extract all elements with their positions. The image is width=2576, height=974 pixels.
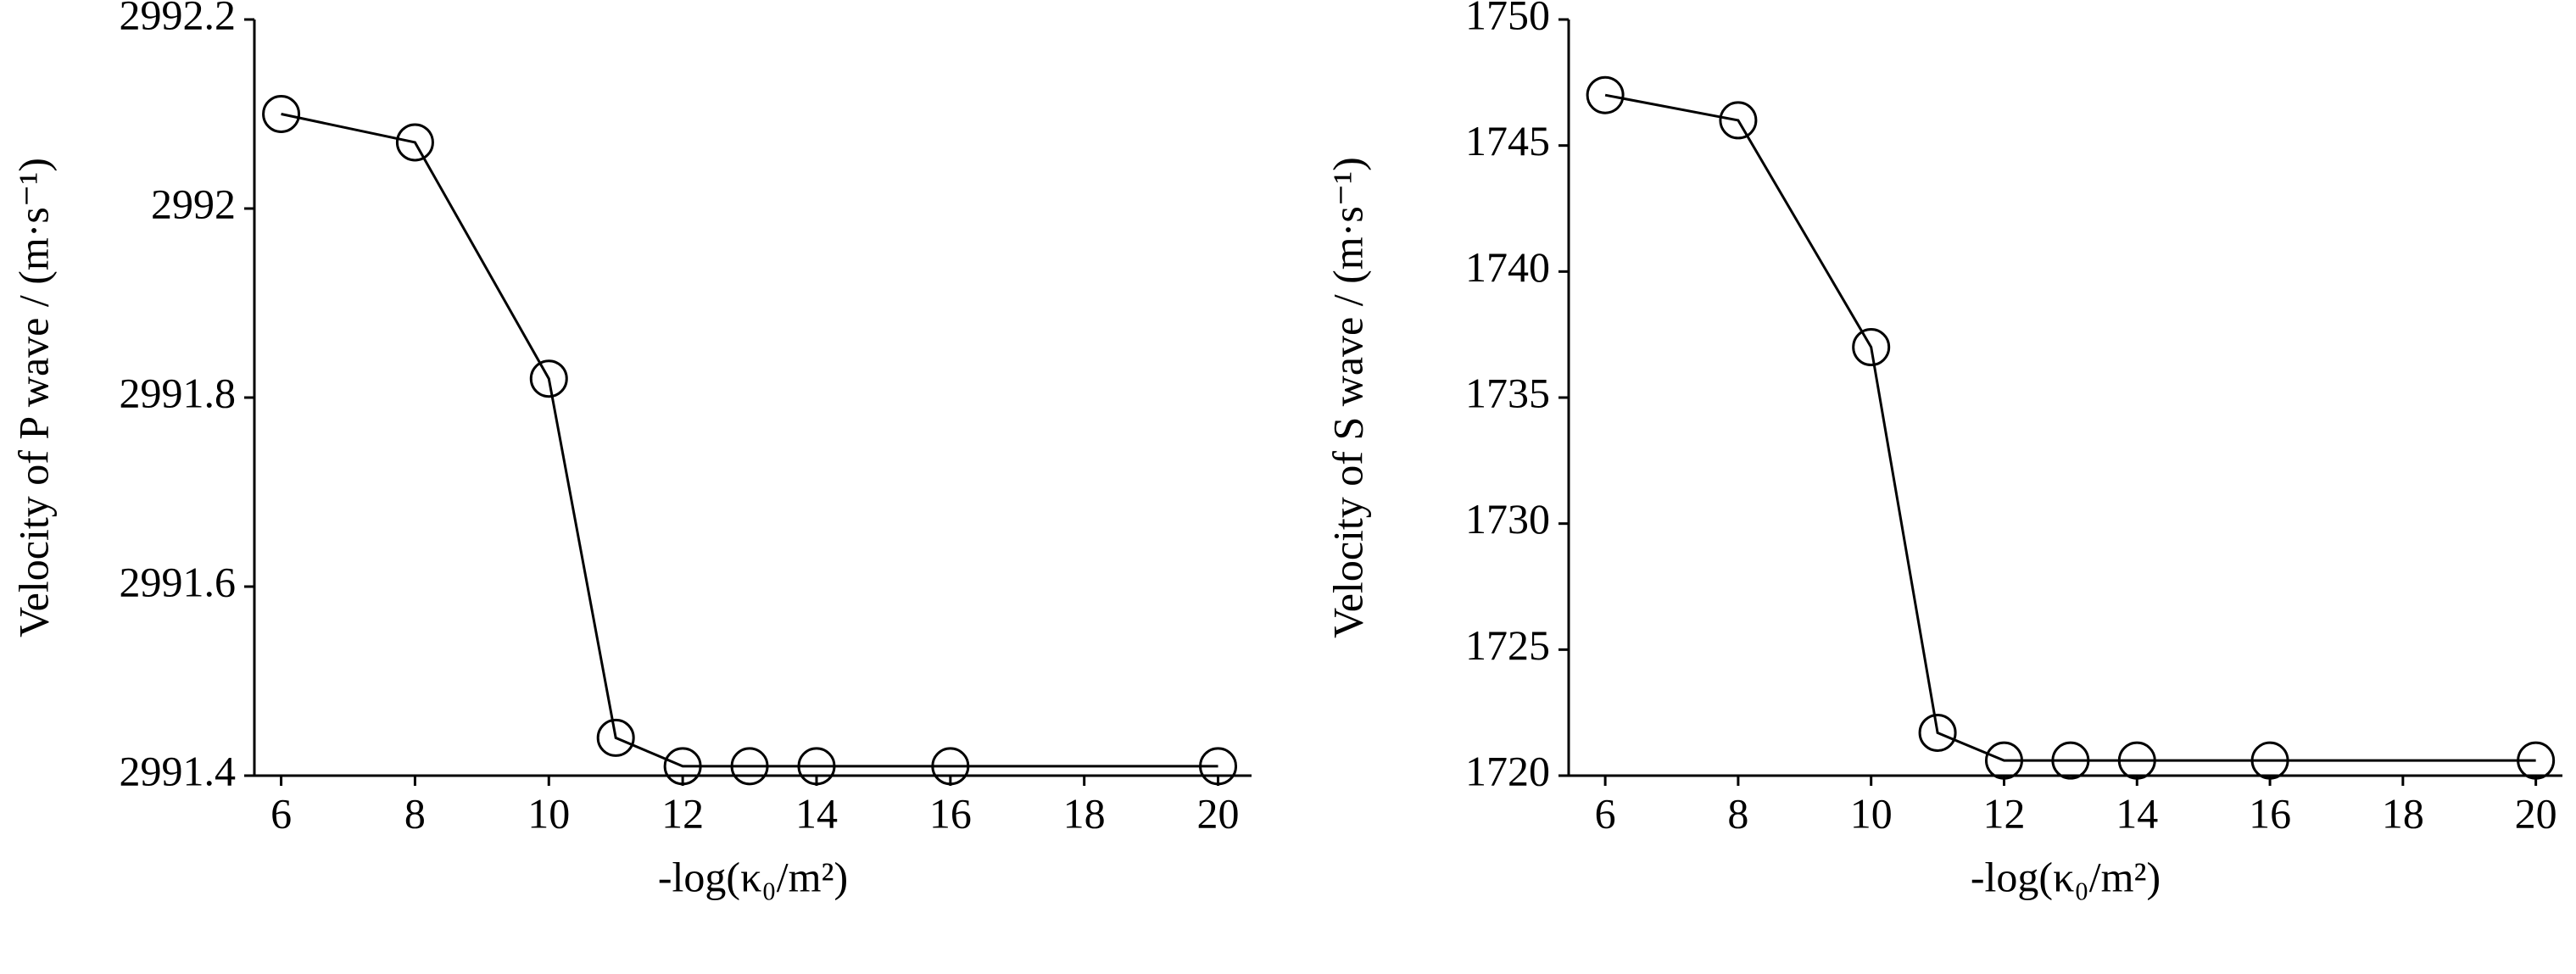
marker xyxy=(262,95,301,133)
marker xyxy=(529,359,568,398)
y-tick-label: 2991.8 xyxy=(120,369,237,416)
marker xyxy=(1719,101,1758,140)
y-tick-label: 1740 xyxy=(1465,243,1550,291)
marker xyxy=(596,718,635,757)
x-tick-label: 6 xyxy=(1595,789,1616,837)
y-tick-label: 1730 xyxy=(1465,495,1550,543)
x-tick-label: 18 xyxy=(2382,789,2424,837)
y-tick-label: 2991.4 xyxy=(120,747,237,794)
x-tick-label: 20 xyxy=(2515,789,2557,837)
y-tick-label: 2992 xyxy=(151,180,236,227)
x-tick-label: 12 xyxy=(1982,789,2025,837)
x-tick-label: 14 xyxy=(795,789,838,837)
marker xyxy=(730,747,769,786)
marker xyxy=(931,747,970,786)
x-tick-label: 14 xyxy=(2116,789,2158,837)
data-line xyxy=(1604,93,2536,762)
x-tick-label: 10 xyxy=(527,789,570,837)
data-line xyxy=(281,113,1218,768)
x-tick-label: 8 xyxy=(1727,789,1748,837)
x-axis-label: -log(κ₀/m²) xyxy=(658,853,848,900)
marker xyxy=(2517,741,2556,780)
y-axis-label: Velocity of S wave / (m·s⁻¹) xyxy=(1324,157,1371,638)
x-tick-label: 16 xyxy=(2249,789,2291,837)
x-tick-label: 20 xyxy=(1197,789,1240,837)
x-tick-label: 6 xyxy=(270,789,292,837)
y-tick-label: 1725 xyxy=(1465,621,1550,669)
marker xyxy=(2051,741,2090,780)
x-tick-label: 16 xyxy=(929,789,972,837)
marker xyxy=(1918,713,1957,752)
marker xyxy=(1852,328,1891,367)
marker xyxy=(1199,747,1238,786)
marker xyxy=(2250,741,2289,780)
marker xyxy=(1984,741,2023,780)
marker xyxy=(2117,741,2156,780)
x-tick-label: 18 xyxy=(1063,789,1106,837)
y-tick-label: 1720 xyxy=(1465,747,1550,794)
y-tick-label: 1750 xyxy=(1465,0,1550,38)
marker xyxy=(395,123,434,162)
x-axis-label: -log(κ₀/m²) xyxy=(1971,853,2161,900)
y-tick-label: 1745 xyxy=(1465,117,1550,164)
marker xyxy=(797,747,836,786)
y-tick-label: 2991.6 xyxy=(120,558,237,605)
y-tick-label: 1735 xyxy=(1465,369,1550,416)
y-axis-label: Velocity of P wave / (m·s⁻¹) xyxy=(9,158,57,637)
y-tick-label: 2992.2 xyxy=(120,0,237,38)
x-tick-label: 10 xyxy=(1850,789,1893,837)
marker xyxy=(1586,75,1625,114)
x-tick-label: 12 xyxy=(661,789,704,837)
x-tick-label: 8 xyxy=(404,789,426,837)
marker xyxy=(663,747,702,786)
